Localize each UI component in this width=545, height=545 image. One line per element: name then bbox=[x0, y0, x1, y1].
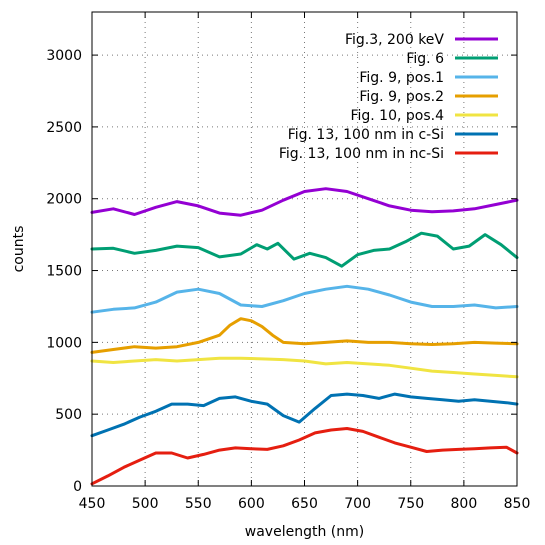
legend: Fig.3, 200 keV Fig. 6 Fig. 9, pos.1 Fig. 9,… bbox=[279, 32, 498, 162]
x-tick-label: 550 bbox=[185, 496, 212, 512]
legend-label: Fig. 10, pos.4 bbox=[350, 108, 444, 124]
series-line-5 bbox=[90, 356, 519, 379]
x-tick-label: 750 bbox=[397, 496, 424, 512]
x-tick-label: 650 bbox=[291, 496, 318, 512]
series-line-6 bbox=[90, 392, 519, 438]
series-layer bbox=[90, 187, 519, 486]
series-line-2 bbox=[90, 231, 519, 268]
legend-label: Fig. 9, pos.1 bbox=[359, 70, 444, 86]
x-tick-label: 450 bbox=[79, 496, 106, 512]
legend-label: Fig. 13, 100 nm in nc-Si bbox=[279, 146, 444, 162]
y-tick-label: 2000 bbox=[46, 192, 82, 208]
y-axis-title: counts bbox=[11, 226, 27, 273]
legend-label: Fig. 13, 100 nm in c-Si bbox=[288, 127, 444, 143]
x-tick-label: 600 bbox=[238, 496, 265, 512]
y-tick-label: 500 bbox=[55, 407, 82, 423]
axis-ticks: 450 500 550 600 650 700 750 800 850 0 500 1000 1500 2… bbox=[46, 12, 530, 512]
x-tick-label: 800 bbox=[451, 496, 478, 512]
y-tick-label: 1500 bbox=[46, 264, 82, 280]
series-line-7 bbox=[90, 427, 519, 486]
series-line-3 bbox=[90, 284, 519, 314]
legend-label: Fig. 9, pos.2 bbox=[359, 89, 444, 105]
x-tick-label: 500 bbox=[132, 496, 159, 512]
legend-label: Fig. 6 bbox=[406, 51, 444, 67]
x-axis-title: wavelength (nm) bbox=[245, 524, 364, 540]
legend-label: Fig.3, 200 keV bbox=[345, 32, 444, 48]
y-tick-label: 1000 bbox=[46, 335, 82, 351]
x-tick-label: 850 bbox=[504, 496, 531, 512]
y-tick-label: 3000 bbox=[46, 48, 82, 64]
y-tick-label: 0 bbox=[73, 479, 82, 495]
x-tick-label: 700 bbox=[344, 496, 371, 512]
series-line-4 bbox=[90, 317, 519, 354]
grid bbox=[92, 12, 517, 486]
y-tick-label: 2500 bbox=[46, 120, 82, 136]
series-line-1 bbox=[90, 187, 519, 217]
